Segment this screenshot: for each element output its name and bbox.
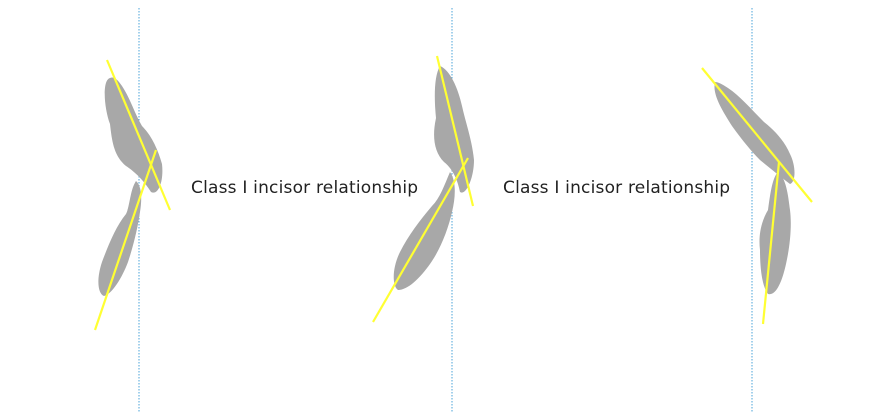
lower-incisor-axis-2: [372, 157, 469, 323]
upper-incisor-axis-2: [435, 55, 475, 207]
panel-2: [372, 8, 475, 412]
caption-class-i-incisor-relationship-2: Class I incisor relationship: [503, 178, 731, 198]
caption-class-i-incisor-relationship-1: Class I incisor relationship: [191, 178, 419, 198]
upper-incisor-axis-1: [105, 59, 172, 211]
lower-incisor-1: [98, 181, 142, 296]
lower-incisor-axis-3: [761, 161, 781, 325]
lower-incisor-axis-1: [93, 149, 158, 331]
upper-incisor-1: [104, 77, 163, 193]
upper-incisor-axis-3: [701, 67, 813, 203]
panel-1: [93, 8, 172, 412]
lower-incisor-3: [759, 172, 791, 295]
panel-3: [701, 8, 813, 412]
